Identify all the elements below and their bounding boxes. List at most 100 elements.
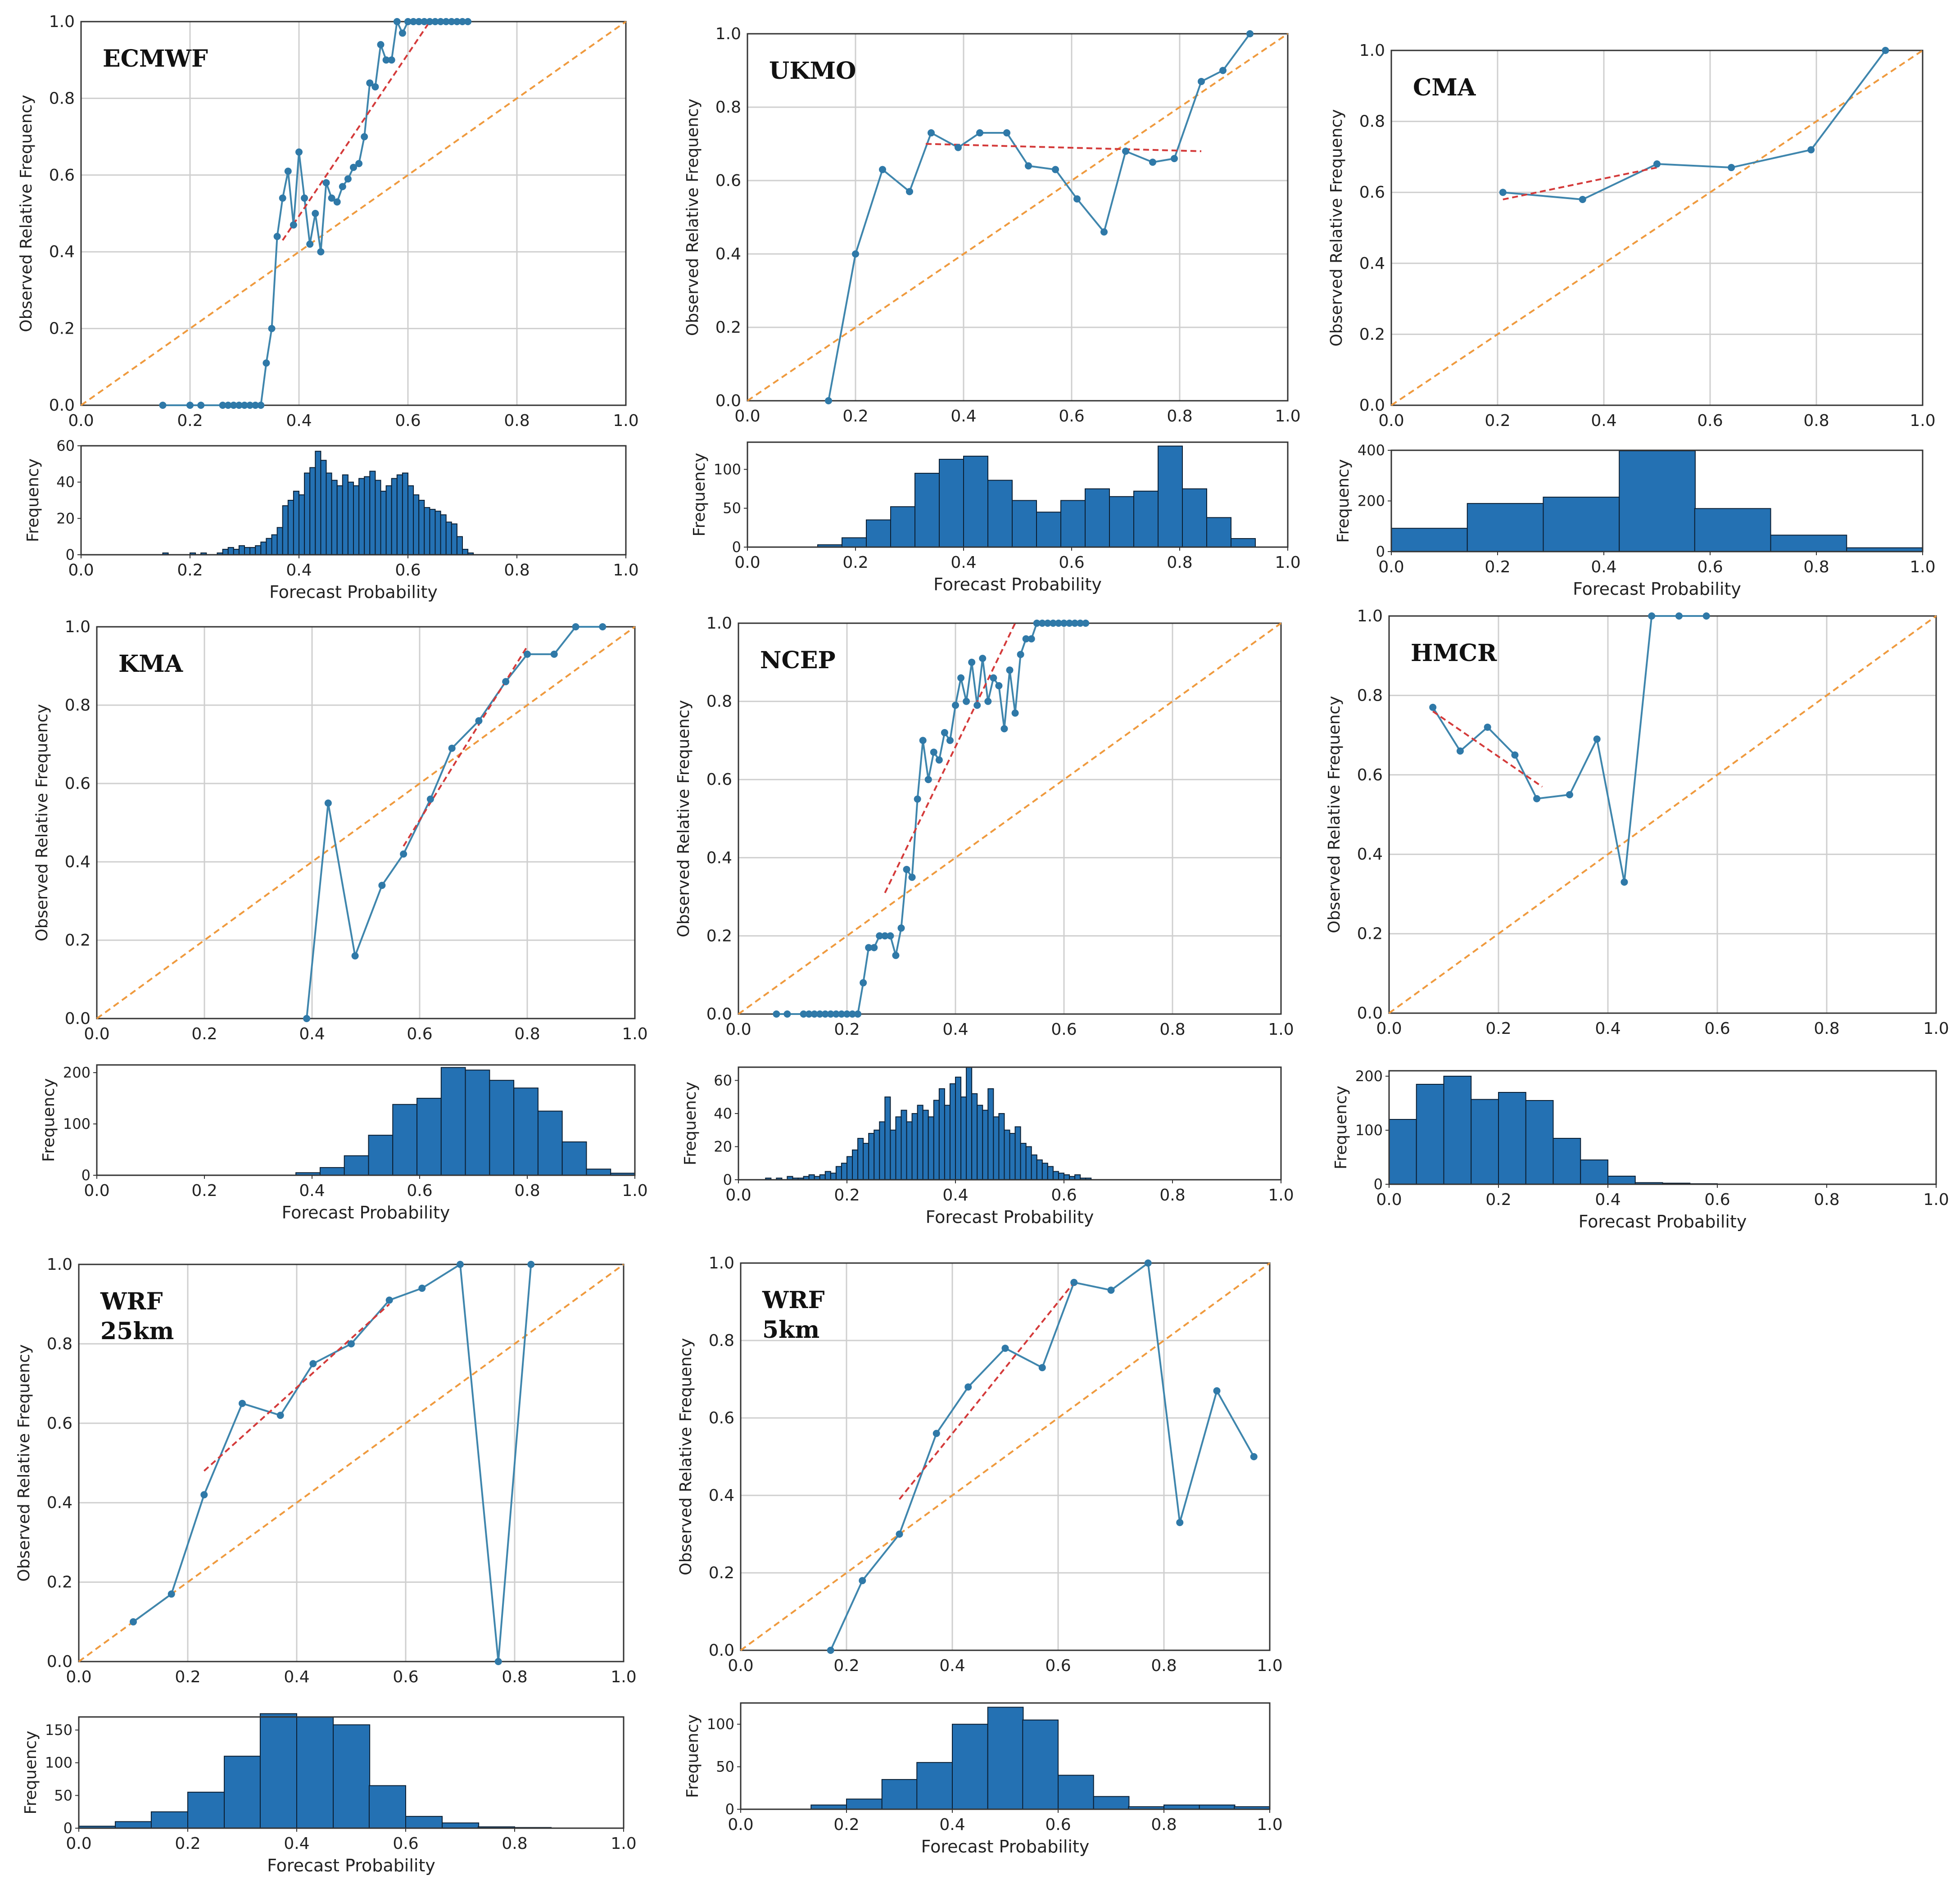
x-tick-label: 0.6 [1045, 1657, 1071, 1675]
y-tick-label: 0.8 [47, 1335, 72, 1353]
histogram-bar [320, 460, 327, 555]
data-point [968, 658, 976, 666]
data-point [572, 623, 579, 630]
data-point [892, 951, 900, 959]
data-point [333, 198, 341, 206]
model-label: WRF [762, 1286, 825, 1314]
histogram-x-tick-label: 0.0 [1376, 1191, 1402, 1209]
data-point [371, 83, 379, 91]
histogram-bar [863, 1143, 869, 1181]
x-tick-label: 1.0 [611, 1668, 636, 1686]
x-tick-label: 0.0 [84, 1025, 109, 1043]
plot-frame [738, 622, 1282, 1015]
histogram-y-tick-label: 400 [1358, 442, 1385, 459]
data-point [241, 402, 248, 409]
histogram-x-tick-label: 1.0 [622, 1182, 647, 1200]
histogram-bar [1619, 450, 1696, 552]
perfect-reliability-line [738, 622, 1282, 1015]
data-point [1176, 1519, 1184, 1526]
x-tick-label: 0.4 [284, 1668, 309, 1686]
data-point [1728, 164, 1735, 172]
perfect-reliability-line [78, 1264, 625, 1662]
histogram-bar [1182, 488, 1207, 548]
chart-hmcr: 0.0 0.2 0.4 0.6 0.8 1.0 0.0 0.2 0.4 0.6 0.8 1.0 Obse… [1325, 607, 1949, 1232]
data-point [442, 18, 450, 25]
histogram-y-tick-label: 0 [1376, 543, 1385, 560]
data-point [167, 1590, 175, 1598]
histogram-bar [1014, 1126, 1021, 1181]
data-point [393, 18, 401, 25]
x-tick-label: 0.2 [175, 1668, 200, 1686]
histogram-y-axis-label: Frequency [22, 1731, 40, 1815]
histogram-bar [418, 500, 425, 555]
data-point [1066, 620, 1073, 627]
data-point [475, 717, 483, 725]
model-label: CMA [1413, 74, 1476, 101]
data-point [946, 737, 954, 744]
chart-wrf5: 0.0 0.2 0.4 0.6 0.8 1.0 0.0 0.2 0.4 0.6 0.8 1.0 Obse… [677, 1254, 1283, 1857]
histogram-bar [866, 519, 891, 548]
histogram-bar [1416, 1084, 1444, 1185]
histogram-bar [901, 1110, 907, 1180]
y-tick-label: 0.6 [1357, 766, 1383, 784]
x-tick-label: 0.0 [728, 1657, 753, 1675]
data-point [502, 678, 510, 685]
histogram-bar [442, 1822, 480, 1829]
histogram-bar [1058, 1173, 1064, 1181]
data-point [908, 874, 916, 881]
data-point [437, 18, 444, 25]
data-point [219, 402, 226, 409]
y-tick-label: 0.0 [47, 1653, 72, 1671]
data-point [1882, 47, 1889, 54]
data-point [1144, 1259, 1152, 1267]
data-point [1071, 620, 1079, 627]
histogram-bar [852, 1149, 859, 1180]
histogram-x-tick-label: 0.6 [407, 1182, 432, 1200]
y-axis-label: Observed Relative Frequency [15, 1344, 33, 1581]
data-point [159, 402, 167, 409]
histogram-bar [982, 1110, 989, 1180]
histogram-x-tick-label: 1.0 [1923, 1191, 1949, 1209]
data-point [1044, 620, 1051, 627]
data-point [1246, 30, 1254, 37]
data-point [348, 1340, 355, 1348]
data-point [366, 79, 374, 87]
data-point [1022, 635, 1030, 643]
histogram-x-tick-label: 1.0 [1910, 558, 1935, 576]
data-point [1038, 620, 1046, 627]
histogram-bar [271, 534, 278, 555]
data-point [295, 148, 303, 156]
histogram-bar [424, 507, 430, 555]
histogram-bar [238, 545, 245, 556]
y-tick-label: 0.4 [715, 245, 741, 263]
x-tick-label: 1.0 [1268, 1020, 1294, 1039]
data-point [876, 932, 883, 940]
histogram-bar [513, 1087, 539, 1176]
histogram-bar [344, 1155, 369, 1176]
histogram-bar [440, 514, 447, 556]
x-tick-label: 0.4 [1595, 1019, 1621, 1038]
histogram-y-tick-label: 50 [54, 1787, 72, 1804]
x-tick-label: 0.2 [834, 1020, 860, 1039]
histogram-bar [987, 1088, 994, 1181]
histogram-bar [405, 1816, 443, 1829]
histogram-bar [987, 480, 1013, 548]
data-point [328, 194, 335, 202]
histogram-bar [315, 451, 321, 555]
trend-line [403, 646, 528, 847]
data-point [284, 168, 292, 175]
histogram-bar [293, 490, 300, 556]
data-point [1250, 1453, 1258, 1460]
histogram-bar [369, 471, 376, 556]
model-label: ECMWF [103, 45, 208, 72]
y-tick-label: 0.6 [715, 172, 741, 190]
data-point [453, 18, 461, 25]
trend-line [925, 143, 1202, 152]
histogram-x-tick-label: 1.0 [1275, 553, 1300, 572]
histogram-bar [1389, 1119, 1417, 1185]
data-point [924, 776, 932, 783]
reliability-curve [828, 33, 1251, 401]
y-axis-label: Observed Relative Frequency [677, 1338, 695, 1575]
histogram-bar [1467, 503, 1544, 552]
x-tick-label: 1.0 [1910, 412, 1935, 430]
